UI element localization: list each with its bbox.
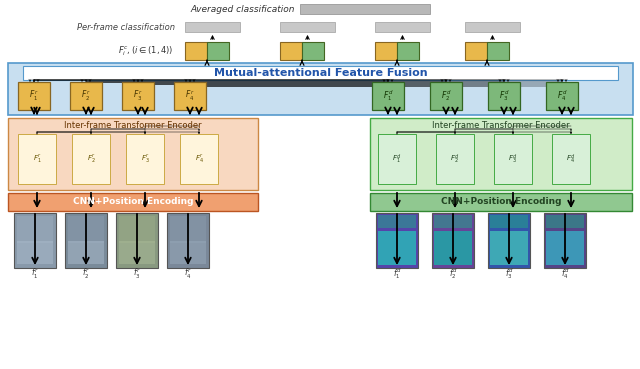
Text: Inter-frame Transformer Encoder: Inter-frame Transformer Encoder bbox=[64, 121, 202, 131]
Bar bbox=[170, 241, 206, 264]
Bar bbox=[546, 215, 584, 228]
Bar bbox=[116, 213, 158, 268]
Text: CNN+Position Encoding: CNN+Position Encoding bbox=[441, 197, 561, 207]
Bar bbox=[72, 134, 110, 184]
Text: $F_2^d$: $F_2^d$ bbox=[441, 89, 451, 103]
Bar bbox=[8, 118, 258, 190]
Text: $F_3^d$: $F_3^d$ bbox=[508, 152, 518, 166]
Text: $f_3^d$: $f_3^d$ bbox=[504, 266, 513, 282]
Text: $F_4^d$: $F_4^d$ bbox=[557, 89, 567, 103]
Bar bbox=[17, 216, 53, 243]
Bar bbox=[65, 213, 107, 268]
Bar bbox=[434, 215, 472, 228]
Bar bbox=[122, 82, 154, 110]
Bar bbox=[23, 66, 618, 80]
Bar bbox=[546, 231, 584, 265]
Text: $f_4^d$: $f_4^d$ bbox=[561, 266, 570, 282]
Bar bbox=[465, 22, 520, 32]
Bar bbox=[490, 231, 528, 265]
Bar bbox=[375, 42, 397, 60]
Bar bbox=[488, 82, 520, 110]
Bar bbox=[14, 213, 56, 268]
Bar bbox=[397, 42, 419, 60]
Bar bbox=[18, 134, 56, 184]
Bar bbox=[180, 134, 218, 184]
Bar bbox=[378, 231, 416, 265]
Bar bbox=[119, 241, 155, 264]
Bar bbox=[280, 42, 302, 60]
Bar bbox=[375, 22, 430, 32]
Text: Mutual-attentional Feature Fusion: Mutual-attentional Feature Fusion bbox=[214, 68, 428, 78]
Text: Averaged classification: Averaged classification bbox=[191, 4, 295, 14]
Bar bbox=[302, 42, 324, 60]
Bar bbox=[8, 63, 633, 115]
Bar bbox=[174, 82, 206, 110]
Bar bbox=[378, 215, 416, 228]
Text: $F_4^r$: $F_4^r$ bbox=[185, 89, 195, 103]
Text: $F_1^d$: $F_1^d$ bbox=[383, 89, 393, 103]
Bar bbox=[126, 134, 164, 184]
Bar bbox=[207, 42, 229, 60]
Bar bbox=[170, 216, 206, 243]
Bar bbox=[430, 82, 462, 110]
Bar bbox=[119, 216, 155, 243]
Text: Inter-frame Transformer Encoder: Inter-frame Transformer Encoder bbox=[432, 121, 570, 131]
Text: $F_3^r$: $F_3^r$ bbox=[133, 89, 143, 103]
Bar bbox=[465, 42, 487, 60]
Bar bbox=[372, 82, 404, 110]
Bar bbox=[185, 42, 207, 60]
Bar bbox=[68, 216, 104, 243]
Bar bbox=[185, 22, 240, 32]
Bar bbox=[546, 82, 578, 110]
Bar bbox=[432, 213, 474, 268]
Bar bbox=[544, 213, 586, 268]
Text: $F_i^c,(i\in(1,4))$: $F_i^c,(i\in(1,4))$ bbox=[118, 44, 173, 58]
Text: $f_1^d$: $f_1^d$ bbox=[392, 266, 401, 282]
Text: $f_3^r$: $f_3^r$ bbox=[133, 267, 141, 281]
Text: Per-frame classification: Per-frame classification bbox=[77, 23, 175, 31]
Bar bbox=[280, 22, 335, 32]
Text: $F_2^r$: $F_2^r$ bbox=[86, 153, 95, 165]
Bar bbox=[8, 193, 258, 211]
Bar bbox=[300, 4, 430, 14]
Text: $f_1^r$: $f_1^r$ bbox=[31, 267, 39, 281]
Bar bbox=[552, 134, 590, 184]
Bar bbox=[436, 134, 474, 184]
Bar bbox=[17, 241, 53, 264]
Text: $F_1^d$: $F_1^d$ bbox=[392, 152, 402, 166]
Bar bbox=[370, 193, 632, 211]
Bar bbox=[487, 42, 509, 60]
Text: $f_2^r$: $f_2^r$ bbox=[82, 267, 90, 281]
Text: $F_2^d$: $F_2^d$ bbox=[450, 152, 460, 166]
Text: $F_3^r$: $F_3^r$ bbox=[141, 153, 149, 165]
Bar bbox=[488, 213, 530, 268]
Text: $F_1^r$: $F_1^r$ bbox=[29, 89, 39, 103]
Text: $F_4^r$: $F_4^r$ bbox=[195, 153, 204, 165]
Bar bbox=[167, 213, 209, 268]
Bar bbox=[376, 213, 418, 268]
Text: CNN+Position Encoding: CNN+Position Encoding bbox=[73, 197, 193, 207]
Bar bbox=[370, 118, 632, 190]
Bar bbox=[378, 134, 416, 184]
Text: $f_2^d$: $f_2^d$ bbox=[449, 266, 458, 282]
Text: $f_4^r$: $f_4^r$ bbox=[184, 267, 192, 281]
Text: $F_1^r$: $F_1^r$ bbox=[33, 153, 42, 165]
Bar bbox=[490, 215, 528, 228]
Text: $F_4^d$: $F_4^d$ bbox=[566, 152, 576, 166]
Text: $F_2^r$: $F_2^r$ bbox=[81, 89, 91, 103]
Text: $F_3^d$: $F_3^d$ bbox=[499, 89, 509, 103]
Bar bbox=[494, 134, 532, 184]
Bar bbox=[434, 231, 472, 265]
Bar bbox=[68, 241, 104, 264]
Bar bbox=[70, 82, 102, 110]
Bar bbox=[18, 82, 50, 110]
